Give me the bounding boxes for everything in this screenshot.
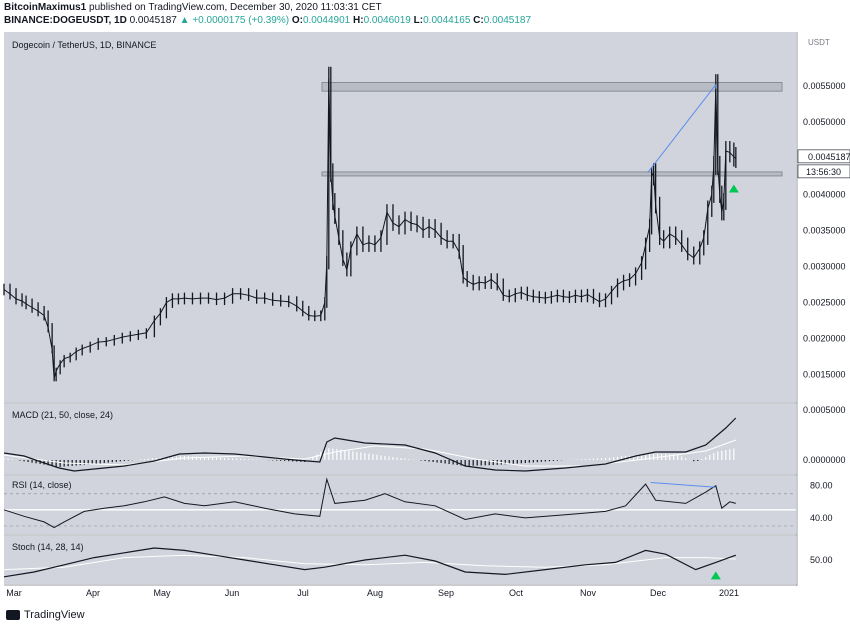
brand-label: TradingView xyxy=(24,609,85,621)
tradingview-logo-icon xyxy=(6,610,20,620)
low-label: L: xyxy=(413,15,424,26)
stoch-title: Stoch (14, 28, 14) xyxy=(12,542,84,552)
macd-title: MACD (21, 50, close, 24) xyxy=(12,410,113,420)
macd-y-tick-label: 0.0005000 xyxy=(803,405,846,415)
y-tick-label: 0.0030000 xyxy=(803,261,846,271)
rsi-trendline xyxy=(650,481,716,488)
trendline xyxy=(647,84,717,173)
symbol-label: BINANCE:DOGEUSDT, 1D xyxy=(4,15,127,26)
close-value: 0.0045187 xyxy=(483,15,532,26)
stoch-y-tick-label: 50.00 xyxy=(810,555,833,565)
macd-line xyxy=(3,417,737,472)
symbol-line: BINANCE:DOGEUSDT, 1D 0.0045187 ▲ +0.0000… xyxy=(4,15,531,26)
y-tick-label: 0.0015000 xyxy=(803,370,846,380)
x-tick-label: Nov xyxy=(580,588,597,598)
pane-background xyxy=(4,476,796,534)
x-tick-label: Aug xyxy=(367,588,383,598)
up-arrow-icon xyxy=(728,184,739,193)
x-tick-label: Oct xyxy=(509,588,524,598)
stoch-d-line xyxy=(3,554,736,571)
rsi-y-tick-label: 40.00 xyxy=(810,513,833,523)
y-tick-label: 0.0020000 xyxy=(803,334,846,344)
low-value: 0.0044165 xyxy=(423,15,471,26)
currency-label: USDT xyxy=(808,38,830,47)
resistance-zone xyxy=(321,171,783,177)
x-tick-label: Sep xyxy=(438,588,454,598)
x-tick-label: Dec xyxy=(650,588,667,598)
x-tick-label: Apr xyxy=(86,588,100,598)
price-line xyxy=(3,78,737,379)
y-tick-label: 0.0055000 xyxy=(803,81,846,91)
publish-line: BitcoinMaximus1 published on TradingView… xyxy=(4,2,382,13)
x-tick-label: Jun xyxy=(225,588,240,598)
up-triangle-icon: ▲ xyxy=(179,15,190,26)
countdown-label: 13:56:30 xyxy=(806,167,841,177)
y-tick-label: 0.0035000 xyxy=(803,225,846,235)
high-label: H: xyxy=(353,15,364,26)
y-tick-label: 0.0050000 xyxy=(803,117,846,127)
rsi-y-tick-label: 80.00 xyxy=(810,481,833,491)
pane-background xyxy=(4,404,796,474)
open-label: O: xyxy=(291,15,303,26)
stoch-up-arrow-icon xyxy=(710,571,721,580)
y-tick-label: 0.0040000 xyxy=(803,189,846,199)
pane-background xyxy=(4,32,796,402)
last-price-label: 0.0045187 xyxy=(808,152,850,162)
macd-y-tick-label: 0.0000000 xyxy=(803,455,846,465)
last-price: 0.0045187 xyxy=(129,15,177,26)
rsi-line xyxy=(3,477,736,529)
resistance-zone xyxy=(321,81,783,92)
x-tick-label: May xyxy=(153,588,171,598)
publish-info: published on TradingView.com, December 3… xyxy=(89,2,382,13)
x-tick-label: 2021 xyxy=(719,588,739,598)
y-tick-label: 0.0025000 xyxy=(803,297,846,307)
author-name[interactable]: BitcoinMaximus1 xyxy=(4,2,87,13)
last-price-tag xyxy=(797,149,850,164)
change-value: +0.0000175 (+0.39%) xyxy=(192,15,290,26)
x-tick-label: Mar xyxy=(6,588,22,598)
rsi-title: RSI (14, close) xyxy=(12,480,72,490)
x-tick-label: Jul xyxy=(297,588,309,598)
chart-title: Dogecoin / TetherUS, 1D, BINANCE xyxy=(12,40,156,50)
pane-background xyxy=(4,536,796,584)
open-value: 0.0044901 xyxy=(302,15,351,26)
high-value: 0.0046019 xyxy=(363,15,411,26)
close-label: C: xyxy=(473,15,484,26)
tradingview-brand[interactable]: TradingView xyxy=(6,609,85,621)
countdown-tag xyxy=(797,164,850,179)
stoch-k-line xyxy=(3,547,737,578)
